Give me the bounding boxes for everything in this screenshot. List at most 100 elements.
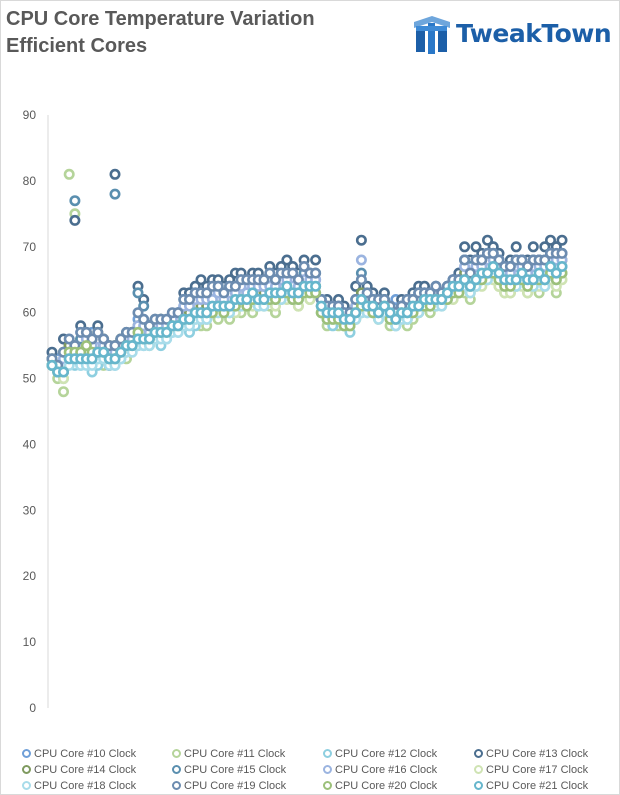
data-point <box>355 293 367 305</box>
legend-marker <box>474 765 483 774</box>
data-point <box>315 300 327 312</box>
legend-label: CPU Core #20 Clock <box>335 779 438 792</box>
y-tick-label: 0 <box>29 701 36 715</box>
data-point <box>57 366 69 378</box>
legend: CPU Core #10 Clock CPU Core #11 Clock CPU … <box>22 746 618 793</box>
data-point <box>527 241 539 253</box>
y-tick-label: 40 <box>23 437 37 451</box>
data-point <box>229 280 241 292</box>
legend-item: CPU Core #15 Clock <box>172 762 323 777</box>
data-point <box>539 254 551 266</box>
data-point <box>143 333 155 345</box>
y-tick-label: 20 <box>23 569 37 583</box>
title-line-2: Efficient Cores <box>6 35 148 57</box>
data-point <box>138 300 150 312</box>
data-point <box>80 326 92 338</box>
chart-title: CPU Core Temperature Variation Efficient… <box>6 6 315 60</box>
data-point <box>522 260 534 272</box>
data-point <box>332 307 344 319</box>
data-point <box>556 260 568 272</box>
data-point <box>481 234 493 246</box>
y-tick-label: 30 <box>23 503 37 517</box>
data-point <box>258 293 270 305</box>
data-point <box>493 254 505 266</box>
legend-item: CPU Core #17 Clock <box>474 762 614 777</box>
data-point <box>310 280 322 292</box>
y-tick-label: 70 <box>23 240 37 254</box>
legend-marker <box>22 781 31 790</box>
legend-item: CPU Core #10 Clock <box>22 746 172 761</box>
data-point <box>292 287 304 299</box>
data-point <box>556 234 568 246</box>
data-point <box>510 241 522 253</box>
data-point <box>384 307 396 319</box>
data-point <box>195 274 207 286</box>
legend-marker <box>22 765 31 774</box>
data-point <box>86 333 98 345</box>
tweaktown-logo-icon <box>414 16 450 54</box>
data-point <box>292 274 304 286</box>
data-point <box>269 274 281 286</box>
data-point <box>487 260 499 272</box>
data-point <box>355 274 367 286</box>
data-point <box>258 274 270 286</box>
legend-item: CPU Core #21 Clock <box>474 778 614 793</box>
data-point <box>264 267 276 279</box>
legend-marker <box>323 765 332 774</box>
data-point <box>298 260 310 272</box>
legend-marker <box>474 781 483 790</box>
data-point <box>539 274 551 286</box>
legend-label: CPU Core #12 Clock <box>335 747 438 760</box>
data-point <box>504 260 516 272</box>
data-point <box>80 340 92 352</box>
legend-item: CPU Core #14 Clock <box>22 762 172 777</box>
data-point <box>401 307 413 319</box>
data-point <box>46 359 58 371</box>
data-point <box>98 346 110 358</box>
data-point <box>459 274 471 286</box>
data-point <box>247 287 259 299</box>
legend-item: CPU Core #19 Clock <box>172 778 323 793</box>
data-point <box>361 287 373 299</box>
legend-label: CPU Core #17 Clock <box>486 763 589 776</box>
data-point <box>373 307 385 319</box>
legend-marker <box>22 749 31 758</box>
data-point <box>459 241 471 253</box>
legend-marker <box>323 781 332 790</box>
data-point <box>63 333 75 345</box>
data-point <box>413 300 425 312</box>
logo-text: TweakTown <box>456 19 612 48</box>
legend-marker <box>172 781 181 790</box>
y-tick-label: 90 <box>23 108 37 122</box>
data-point <box>132 307 144 319</box>
legend-item: CPU Core #16 Clock <box>323 762 474 777</box>
data-point <box>218 287 230 299</box>
legend-label: CPU Core #18 Clock <box>34 779 137 792</box>
data-point <box>516 254 528 266</box>
data-point <box>378 300 390 312</box>
data-point <box>367 300 379 312</box>
data-point <box>109 188 121 200</box>
data-point <box>453 280 465 292</box>
data-point <box>201 307 213 319</box>
data-point <box>544 260 556 272</box>
data-point <box>224 300 236 312</box>
series-10 <box>46 247 568 371</box>
legend-marker <box>474 749 483 758</box>
data-point <box>430 280 442 292</box>
data-point <box>109 168 121 180</box>
legend-item: CPU Core #20 Clock <box>323 778 474 793</box>
data-point <box>470 241 482 253</box>
legend-label: CPU Core #21 Clock <box>486 779 589 792</box>
data-point <box>92 326 104 338</box>
data-point <box>98 333 110 345</box>
data-point <box>493 267 505 279</box>
data-point <box>172 320 184 332</box>
data-point <box>533 267 545 279</box>
legend-label: CPU Core #14 Clock <box>34 763 137 776</box>
data-point <box>132 287 144 299</box>
data-point <box>355 254 367 266</box>
data-point <box>201 287 213 299</box>
legend-label: CPU Core #16 Clock <box>335 763 438 776</box>
data-point <box>544 234 556 246</box>
